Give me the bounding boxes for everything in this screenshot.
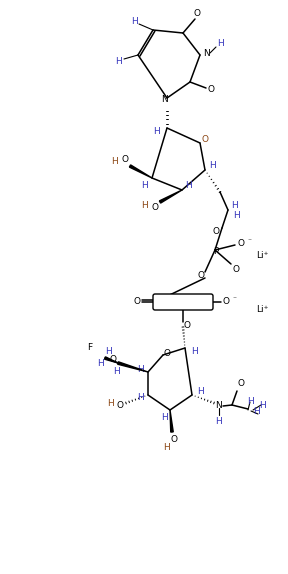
- Text: H: H: [216, 417, 222, 425]
- Polygon shape: [105, 357, 118, 363]
- Text: O: O: [238, 379, 245, 389]
- Text: H: H: [210, 161, 216, 169]
- Text: H: H: [112, 157, 118, 166]
- Text: O: O: [194, 9, 200, 17]
- Text: H: H: [163, 444, 169, 452]
- Text: H: H: [248, 397, 254, 405]
- Text: O: O: [109, 355, 117, 364]
- Text: O: O: [164, 348, 170, 358]
- Text: H: H: [232, 200, 238, 210]
- Text: H: H: [162, 413, 168, 422]
- Text: F: F: [88, 343, 92, 352]
- Text: O: O: [151, 204, 158, 212]
- Text: P: P: [213, 246, 219, 255]
- Text: H: H: [259, 401, 265, 409]
- Text: H: H: [154, 126, 160, 135]
- Polygon shape: [159, 190, 182, 203]
- Text: O: O: [213, 227, 219, 235]
- Text: O: O: [202, 135, 209, 145]
- Text: H: H: [131, 17, 137, 25]
- FancyBboxPatch shape: [153, 294, 213, 310]
- Text: O: O: [198, 272, 204, 281]
- Text: N: N: [216, 401, 222, 409]
- Text: H: H: [107, 398, 113, 408]
- Text: O: O: [122, 156, 128, 165]
- Text: H: H: [141, 181, 147, 191]
- Text: H: H: [217, 40, 223, 48]
- Polygon shape: [170, 410, 173, 432]
- Text: H: H: [197, 386, 203, 395]
- Text: Li⁺: Li⁺: [256, 305, 268, 315]
- Text: O: O: [232, 265, 240, 273]
- Text: H: H: [192, 347, 198, 356]
- Text: H: H: [137, 394, 143, 402]
- Polygon shape: [118, 362, 148, 372]
- Text: H: H: [98, 359, 104, 369]
- Text: H: H: [233, 211, 239, 219]
- Text: H: H: [137, 364, 143, 374]
- Text: Li⁺: Li⁺: [256, 250, 268, 259]
- Text: O: O: [183, 320, 190, 329]
- Text: ⁻: ⁻: [247, 236, 251, 246]
- Text: H: H: [106, 347, 112, 356]
- Text: H: H: [115, 56, 122, 65]
- Text: O: O: [207, 86, 215, 95]
- Polygon shape: [129, 165, 152, 178]
- Text: H: H: [253, 408, 259, 417]
- Text: H: H: [142, 201, 148, 211]
- Text: Abs: Abs: [175, 298, 191, 308]
- Text: H: H: [185, 180, 191, 189]
- Text: N: N: [161, 95, 167, 104]
- Text: O: O: [170, 436, 177, 444]
- Text: O: O: [117, 401, 124, 409]
- Text: H: H: [113, 367, 119, 375]
- Text: O: O: [223, 297, 230, 307]
- Text: O: O: [134, 297, 141, 305]
- Text: O: O: [238, 239, 245, 247]
- Text: N: N: [204, 49, 210, 59]
- Text: ⁻: ⁻: [232, 294, 236, 304]
